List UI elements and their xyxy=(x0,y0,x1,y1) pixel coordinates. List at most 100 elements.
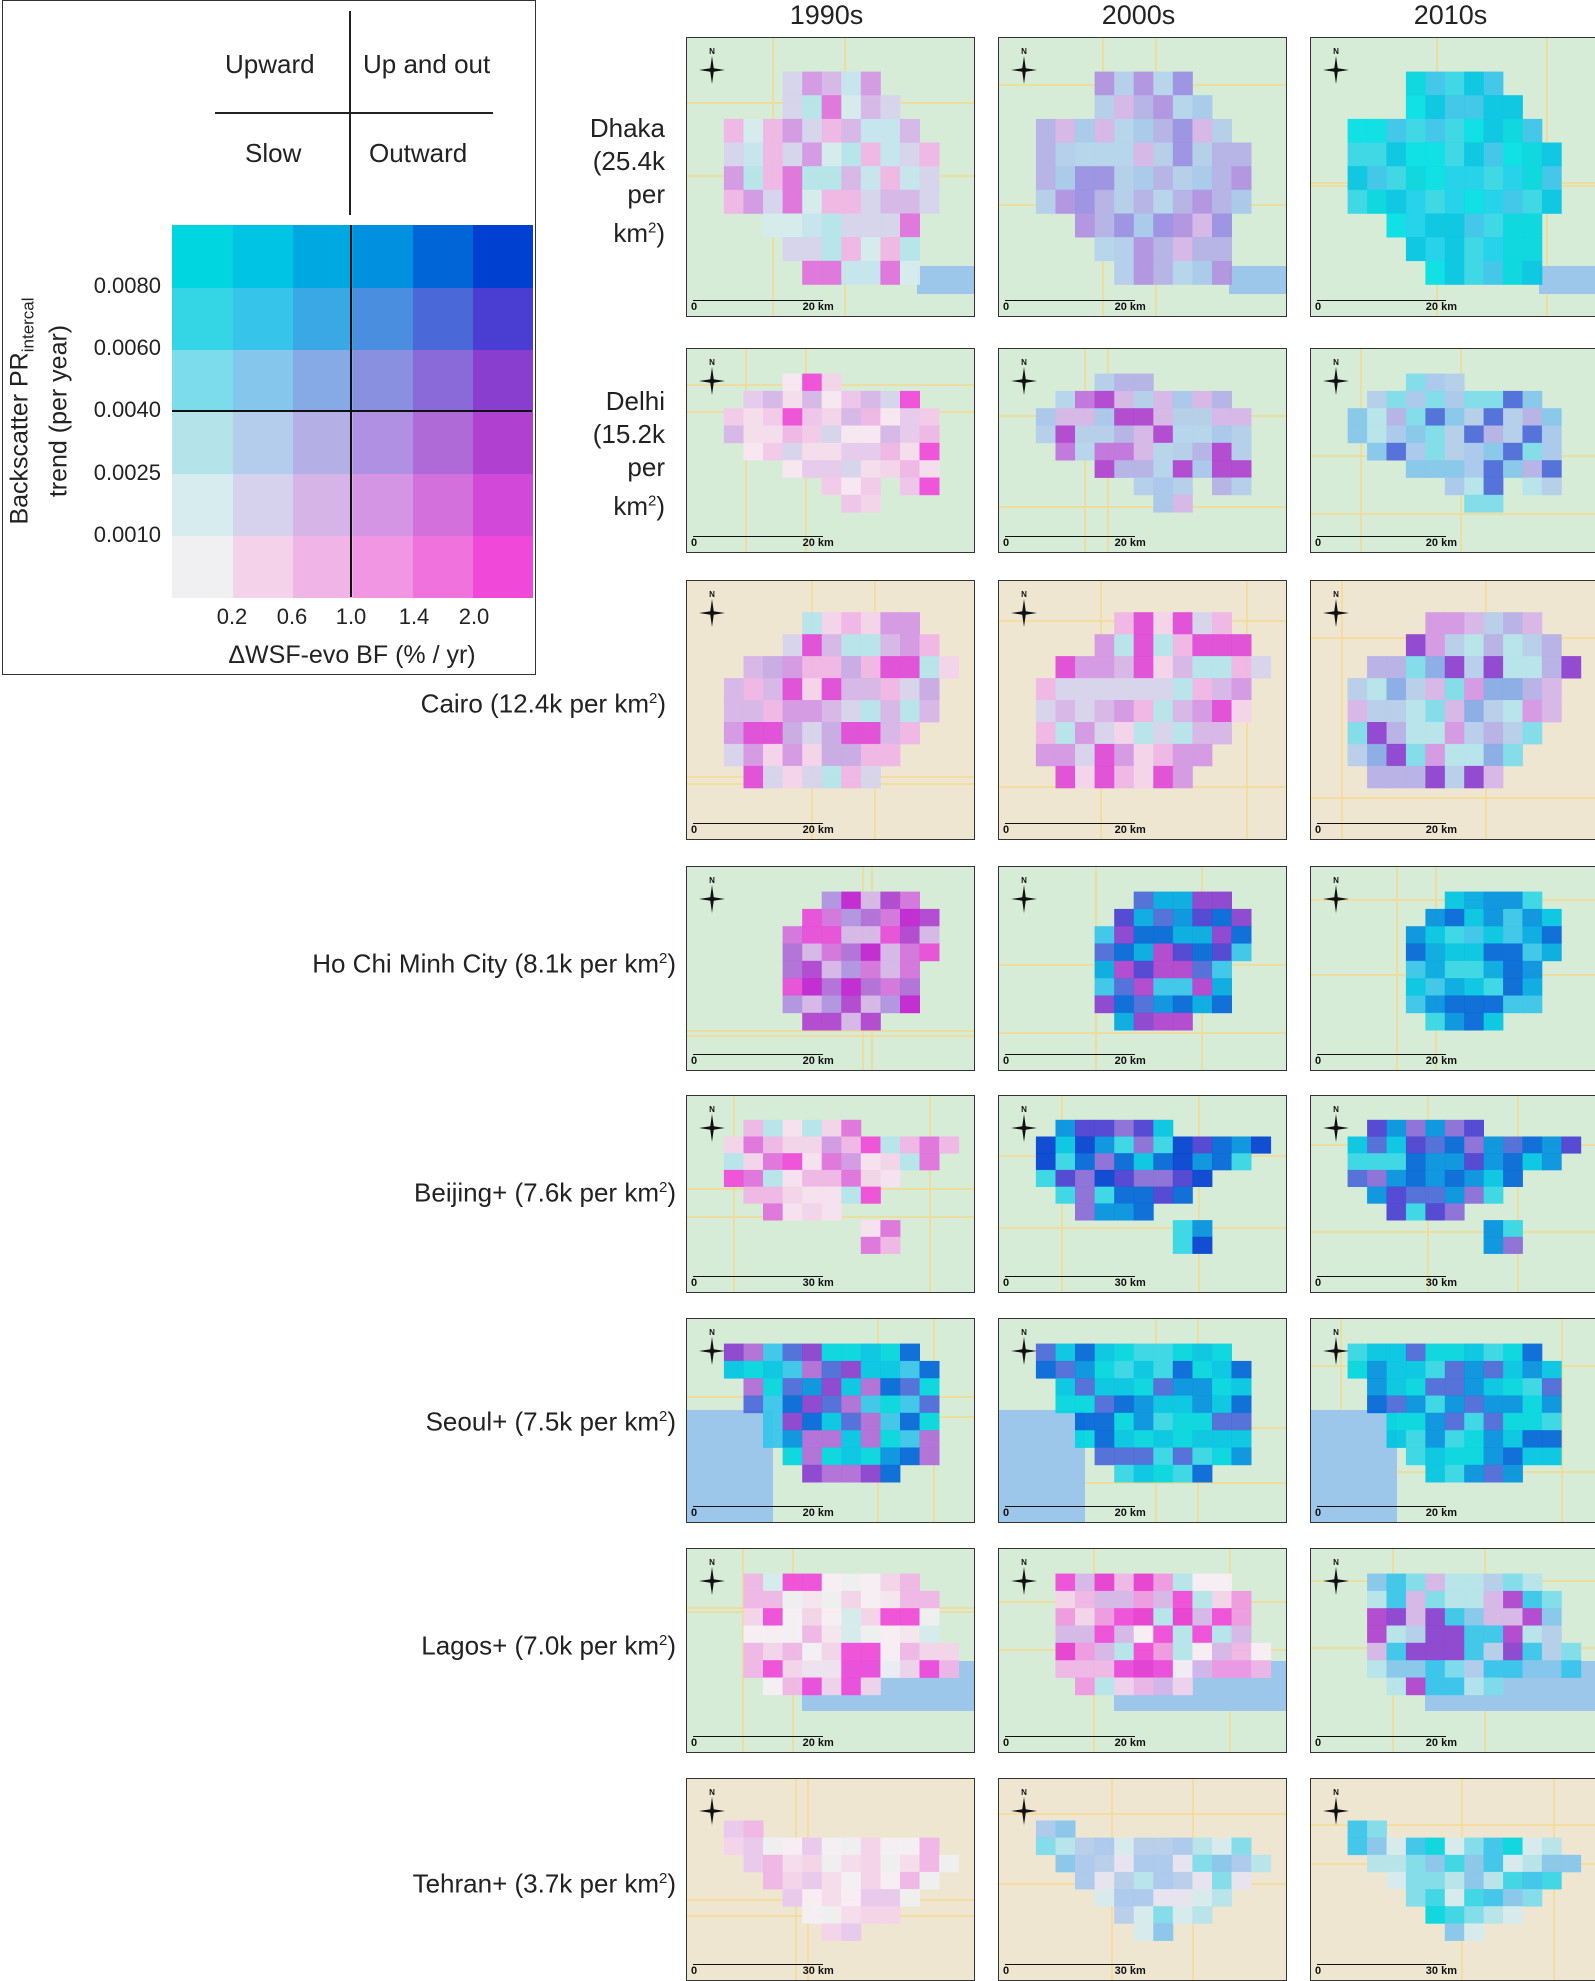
grid-cell xyxy=(1172,71,1193,96)
grid-cell xyxy=(1075,1590,1095,1609)
grid-cell xyxy=(1055,1837,1076,1856)
grid-cell xyxy=(1231,1153,1252,1171)
scale-zero-label: 0 xyxy=(1315,1965,1322,1977)
grid-cell xyxy=(723,408,744,426)
grid-cell xyxy=(1153,95,1174,120)
grid-cell xyxy=(860,1590,881,1609)
grid-cell xyxy=(1522,213,1543,238)
grid-cell xyxy=(821,1923,842,1941)
grid-cell xyxy=(919,943,940,962)
grid-cell xyxy=(1483,494,1504,513)
grid-cell xyxy=(1172,118,1193,143)
grid-cell xyxy=(900,1590,920,1609)
grid-cell xyxy=(1444,612,1465,635)
map-road xyxy=(928,1096,931,1292)
grid-cell xyxy=(860,1660,881,1678)
grid-cell xyxy=(1172,189,1193,214)
grid-cell xyxy=(860,978,881,996)
grid-cell xyxy=(919,1608,940,1626)
grid-cell xyxy=(1212,1573,1232,1592)
grid-cell xyxy=(1231,943,1252,962)
grid-cell xyxy=(1192,1837,1213,1856)
map-road xyxy=(1198,1096,1201,1292)
grid-cell xyxy=(900,442,920,461)
grid-cell xyxy=(782,1625,803,1644)
grid-cell xyxy=(1192,1642,1213,1661)
grid-cell xyxy=(1055,678,1076,701)
grid-cell xyxy=(1464,634,1484,657)
grid-cell xyxy=(841,260,862,285)
grid-cell xyxy=(782,1203,803,1221)
grid-cell xyxy=(782,765,803,789)
grid-cell xyxy=(1503,213,1523,238)
grid-cell xyxy=(1133,1660,1154,1678)
grid-cell xyxy=(880,1153,901,1171)
grid-cell xyxy=(782,634,803,657)
scale-zero-label: 0 xyxy=(1003,537,1010,549)
legend-cell xyxy=(232,535,293,598)
grid-cell xyxy=(1425,1203,1446,1221)
grid-cell xyxy=(1153,943,1174,962)
grid-cell xyxy=(1153,700,1174,723)
grid-cell xyxy=(1444,1203,1465,1221)
grid-cell xyxy=(1483,943,1504,962)
scale-label: 20 km xyxy=(1425,1055,1457,1067)
grid-cell xyxy=(841,1660,862,1678)
svg-text:N: N xyxy=(709,1558,715,1567)
grid-cell xyxy=(782,71,803,96)
grid-cell xyxy=(880,943,901,962)
grid-cell xyxy=(821,891,842,910)
grid-cell xyxy=(1425,1343,1446,1362)
grid-cell xyxy=(802,943,823,962)
grid-cell xyxy=(1425,237,1446,262)
grid-cell xyxy=(1153,1871,1174,1890)
grid-cell xyxy=(1231,1378,1252,1396)
grid-cell xyxy=(1192,1625,1213,1644)
grid-cell xyxy=(1055,1360,1076,1379)
grid-cell xyxy=(1192,891,1213,910)
grid-cell xyxy=(1541,908,1562,927)
grid-cell xyxy=(743,189,764,214)
scale-bar xyxy=(693,1505,824,1507)
grid-cell xyxy=(782,189,803,214)
grid-cell xyxy=(802,995,823,1014)
grid-cell xyxy=(1212,189,1232,214)
legend-cell xyxy=(292,349,353,412)
grid-cell xyxy=(1231,1642,1252,1661)
grid-cell xyxy=(841,891,862,910)
grid-divider-horizontal xyxy=(172,410,532,412)
grid-cell xyxy=(743,1608,764,1626)
grid-cell xyxy=(782,425,803,444)
grid-cell xyxy=(1231,678,1252,701)
grid-cell xyxy=(821,1608,842,1626)
grid-cell xyxy=(1444,71,1465,96)
grid-cell xyxy=(821,1186,842,1204)
grid-cell xyxy=(1114,1395,1135,1414)
grid-cell xyxy=(1425,142,1446,167)
grid-cell xyxy=(1444,442,1465,461)
grid-cell xyxy=(743,425,764,444)
grid-cell xyxy=(1212,995,1232,1014)
grid-cell xyxy=(1055,1119,1076,1137)
grid-cell xyxy=(1464,1906,1484,1924)
grid-cell xyxy=(1444,908,1465,927)
grid-cell xyxy=(1114,425,1135,444)
grid-cell xyxy=(919,1625,940,1644)
scale-bar xyxy=(1317,822,1447,824)
scale-zero-label: 0 xyxy=(1003,1277,1010,1289)
north-arrow-icon: N xyxy=(1011,876,1037,913)
grid-cell xyxy=(763,765,783,789)
grid-cell xyxy=(1522,1871,1543,1890)
grid-cell xyxy=(919,189,940,214)
map-panel: N 0 20 km xyxy=(686,1548,975,1753)
grid-cell xyxy=(1094,1343,1115,1362)
urban-growth-grid xyxy=(1035,1119,1272,1254)
grid-cell xyxy=(802,1186,823,1204)
grid-cell xyxy=(1133,1153,1154,1171)
grid-cell xyxy=(1405,1119,1426,1137)
grid-cell xyxy=(821,390,842,409)
city-label-delhi: Delhi (15.2k per km2) xyxy=(560,385,665,523)
grid-cell xyxy=(1464,1573,1484,1592)
grid-cell xyxy=(841,995,862,1014)
grid-cell xyxy=(723,142,744,167)
